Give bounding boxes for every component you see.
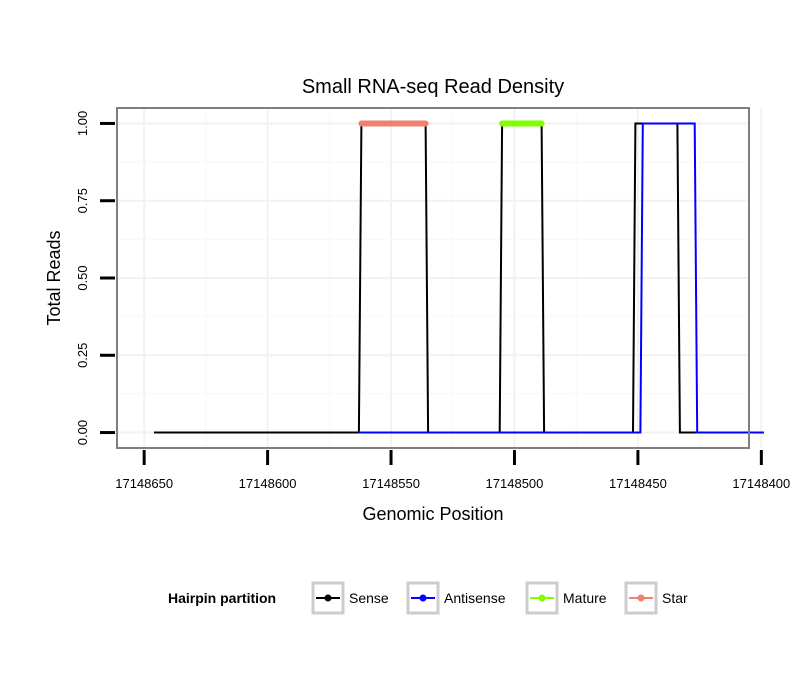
legend-key-point — [637, 594, 645, 602]
legend-title: Hairpin partition — [168, 590, 276, 606]
legend-label: Mature — [563, 590, 607, 606]
legend-key-point — [419, 594, 427, 602]
legend-key-point — [324, 594, 332, 602]
x-tick-label: 17148400 — [732, 476, 790, 491]
x-tick-label: 17148450 — [609, 476, 667, 491]
series-line-antisense — [358, 122, 764, 434]
plot-series — [154, 120, 764, 434]
legend-label: Antisense — [444, 590, 506, 606]
y-tick-label: 1.00 — [75, 111, 90, 136]
x-tick-label: 17148600 — [239, 476, 297, 491]
x-tick-label: 17148650 — [115, 476, 173, 491]
series-antisense — [358, 122, 764, 434]
y-axis-title: Total Reads — [44, 230, 64, 325]
x-tick-label: 17148550 — [362, 476, 420, 491]
axes: 17148650 17148600 17148550 17148500 17148450… — [75, 111, 790, 491]
legend: Hairpin partition Sense Antisense Mature St… — [168, 581, 688, 615]
legend-key-point — [538, 594, 546, 602]
legend-item-sense: Sense — [311, 581, 389, 615]
x-tick-label: 17148500 — [486, 476, 544, 491]
legend-item-mature: Mature — [525, 581, 607, 615]
legend-label: Sense — [349, 590, 389, 606]
legend-item-antisense: Antisense — [406, 581, 506, 615]
y-tick-label: 0.00 — [75, 420, 90, 445]
x-axis-title: Genomic Position — [362, 504, 503, 524]
y-tick-label: 0.75 — [75, 188, 90, 213]
chart-title: Small RNA-seq Read Density — [302, 76, 564, 98]
legend-item-star: Star — [624, 581, 688, 615]
legend-label: Star — [662, 590, 688, 606]
y-tick-label: 0.50 — [75, 265, 90, 290]
plot-panel-border — [116, 107, 750, 449]
y-tick-label: 0.25 — [75, 343, 90, 368]
